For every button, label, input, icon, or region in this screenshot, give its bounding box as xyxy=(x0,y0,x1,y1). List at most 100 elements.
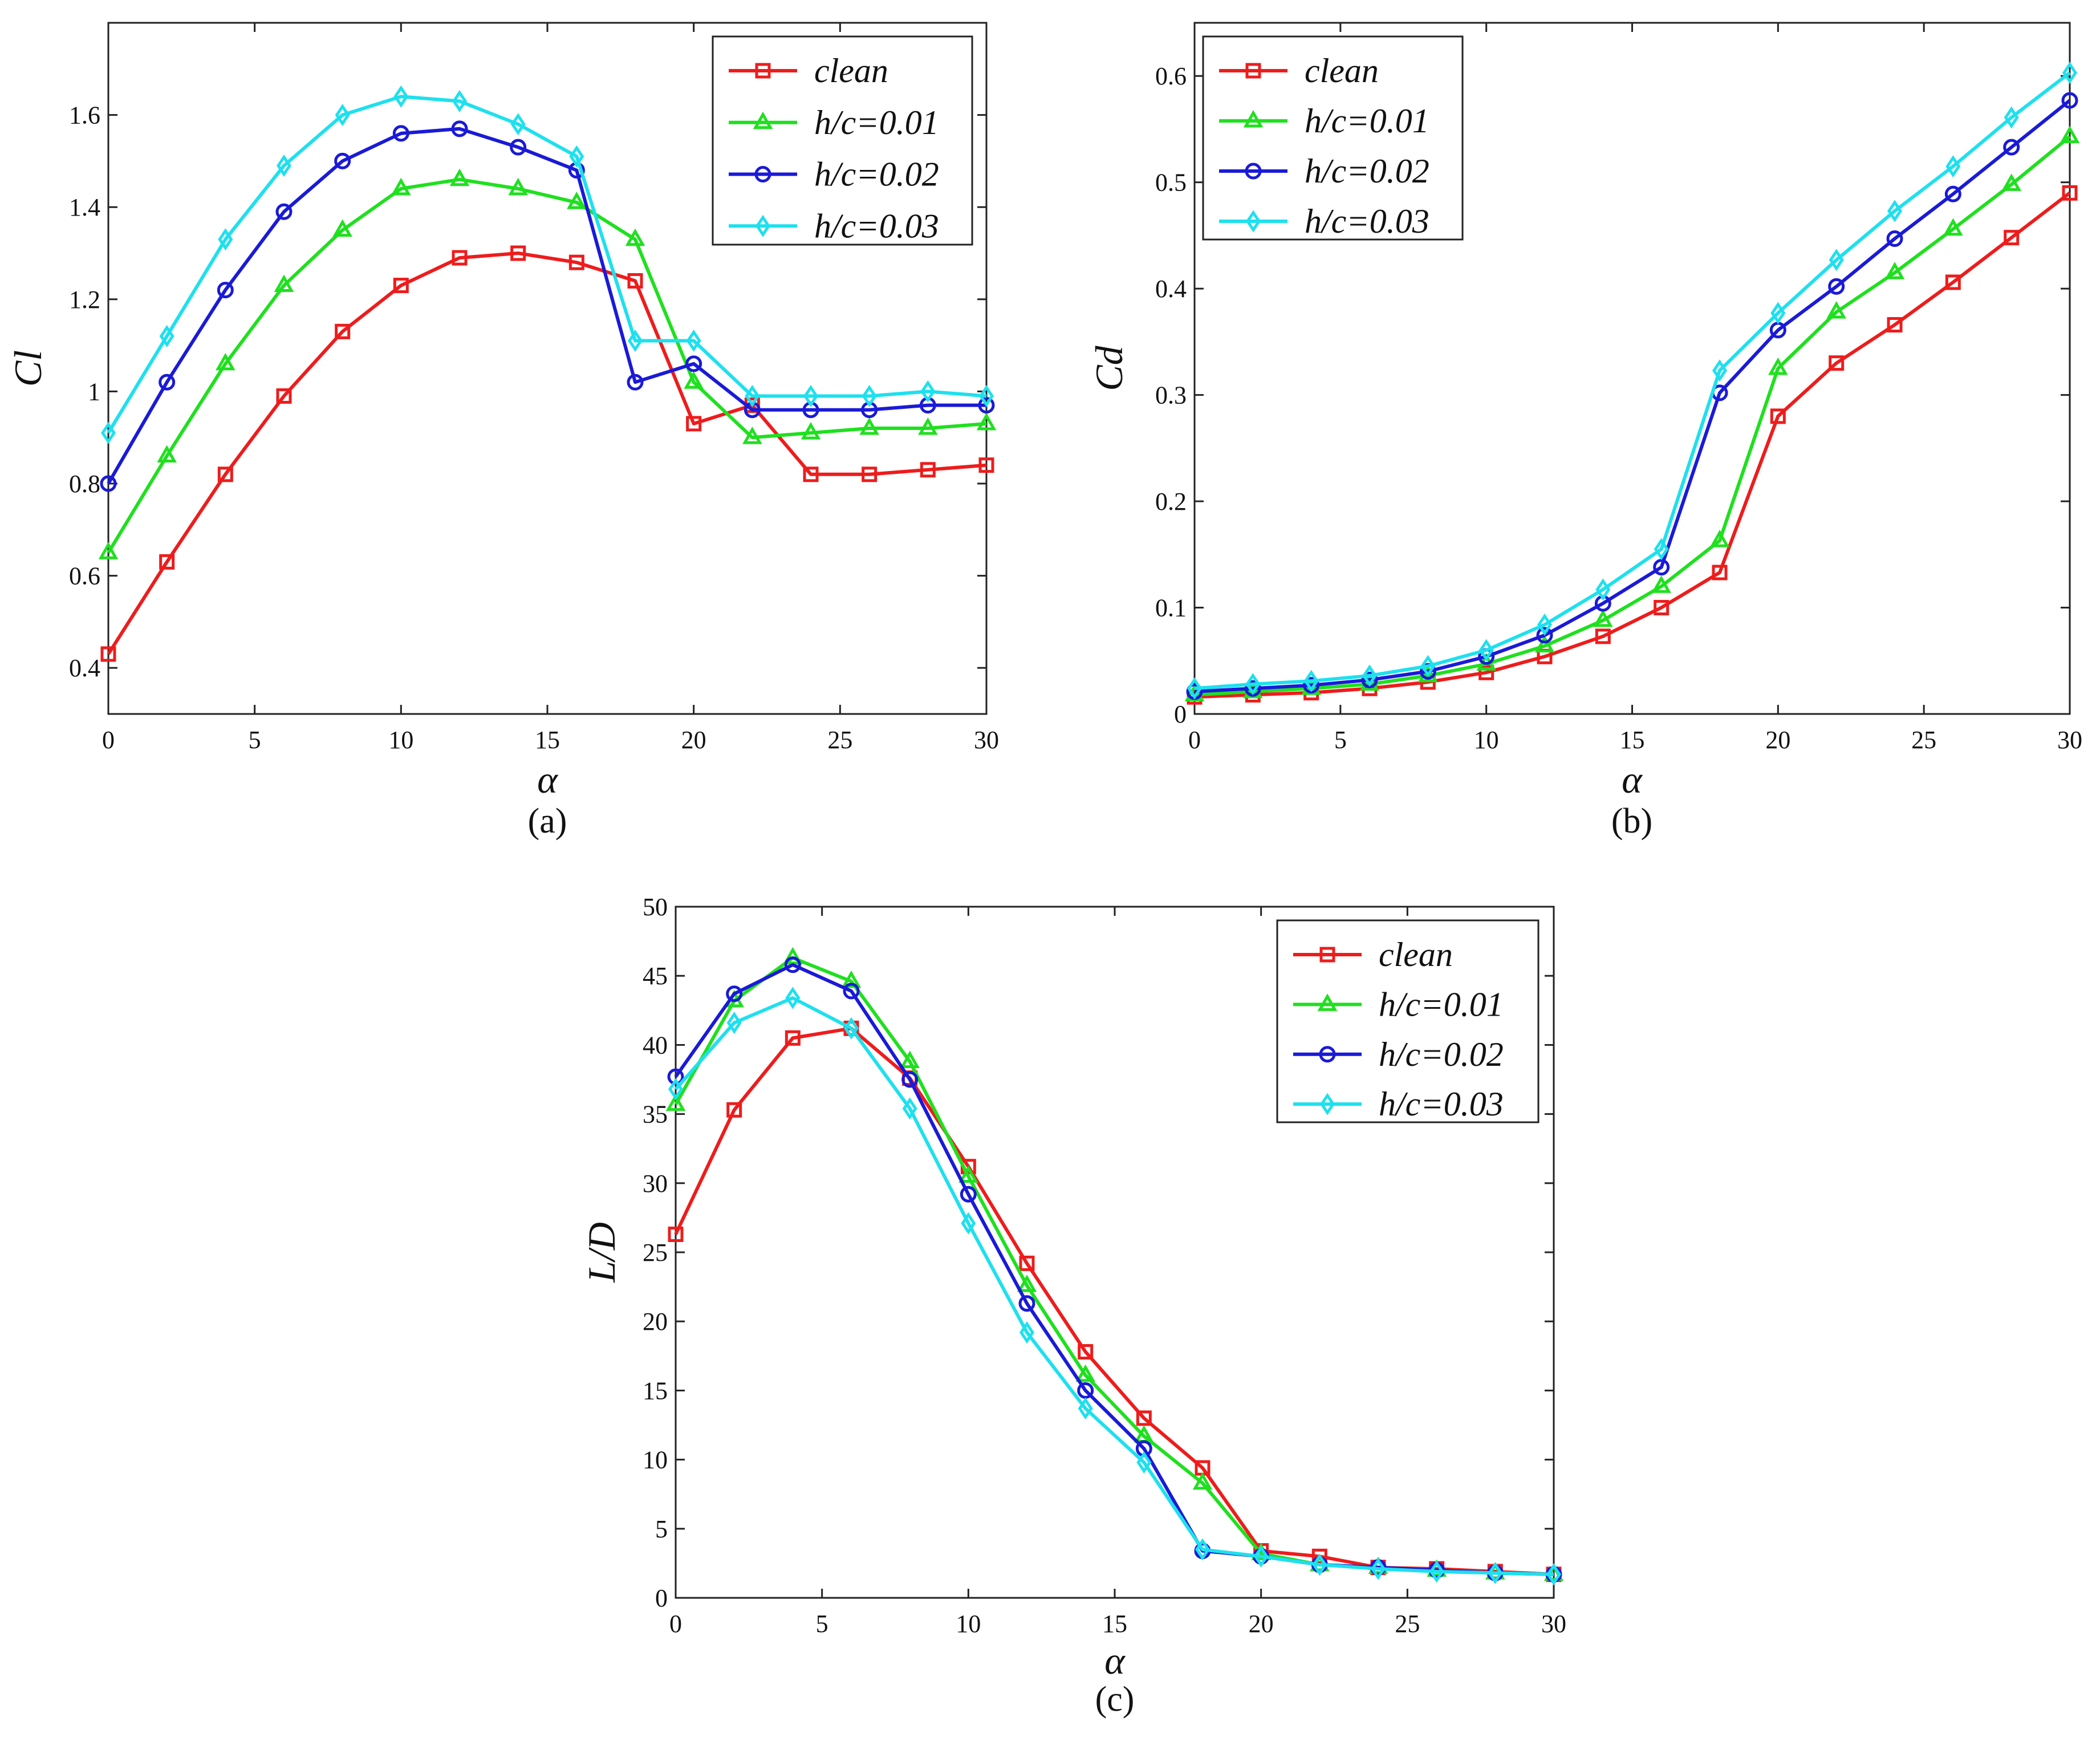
data-point-diamond xyxy=(1546,1563,1562,1586)
data-point-diamond xyxy=(1945,155,1961,178)
data-point-square xyxy=(217,466,233,482)
x-tick-label: 30 xyxy=(974,726,999,754)
data-point-circle xyxy=(510,139,527,156)
data-point-triangle xyxy=(2060,125,2080,144)
chart-marks: 0 5 10 15 20 25 30 0 5 10 15 20 25 30 35 40 45 50 clean h/c… xyxy=(643,893,1566,1638)
data-point-triangle xyxy=(216,352,235,371)
legend-marker-square xyxy=(1245,63,1261,79)
y-axis-label: L/D xyxy=(580,1222,623,1283)
x-tick-label: 15 xyxy=(1102,1610,1127,1638)
x-tick-label: 0 xyxy=(1188,726,1201,754)
data-point-triangle xyxy=(1884,262,1905,279)
y-tick-label: 1.4 xyxy=(69,193,100,221)
data-point-diamond xyxy=(1245,673,1261,696)
data-point-triangle xyxy=(958,1165,978,1183)
y-tick-label: 20 xyxy=(643,1308,668,1336)
y-tick-label: 0 xyxy=(655,1584,668,1612)
data-point-triangle xyxy=(1192,1472,1213,1490)
x-tick-label: 5 xyxy=(249,726,261,754)
data-point-diamond xyxy=(1429,1560,1444,1583)
data-point-diamond xyxy=(452,90,468,112)
data-point-triangle xyxy=(783,947,803,965)
y-tick-label: 0.4 xyxy=(69,654,100,682)
data-point-diamond xyxy=(1537,613,1553,636)
y-tick-label: 25 xyxy=(643,1239,668,1267)
data-point-square xyxy=(1945,274,1961,290)
data-point-triangle xyxy=(1826,301,1846,319)
series-line-h-c-0-01 xyxy=(1194,135,2071,697)
data-point-circle xyxy=(627,374,644,391)
data-point-triangle xyxy=(98,542,119,559)
data-point-circle xyxy=(843,983,860,1000)
y-tick-label: 0.3 xyxy=(1155,382,1187,409)
y-tick-label: 15 xyxy=(643,1377,668,1405)
data-point-diamond xyxy=(218,228,233,251)
data-point-circle xyxy=(1944,185,1961,202)
data-point-square xyxy=(627,273,643,289)
data-point-diamond xyxy=(668,1078,684,1101)
x-axis-label: α xyxy=(1104,1639,1126,1682)
legend-marker-triangle xyxy=(1317,993,1338,1011)
data-point-triangle xyxy=(332,219,352,237)
data-point-diamond xyxy=(803,384,819,407)
data-point-triangle xyxy=(684,371,704,389)
data-point-square xyxy=(726,1102,742,1118)
data-point-circle xyxy=(451,120,468,137)
y-tick-label: 50 xyxy=(643,893,668,921)
data-point-diamond xyxy=(510,113,526,136)
data-point-diamond xyxy=(1187,677,1203,700)
y-tick-label: 5 xyxy=(655,1515,668,1543)
data-point-diamond xyxy=(159,324,174,347)
legend-marker-square xyxy=(1319,947,1335,963)
data-point-square xyxy=(1019,1255,1035,1271)
data-point-diamond xyxy=(1019,1321,1035,1344)
data-point-circle xyxy=(1018,1295,1035,1312)
data-point-circle xyxy=(978,397,995,414)
data-point-circle xyxy=(159,374,176,391)
data-point-square xyxy=(568,254,584,270)
legend-label: h/c=0.02 xyxy=(814,156,939,193)
data-point-diamond xyxy=(1253,1545,1269,1568)
data-point-diamond xyxy=(978,384,994,407)
data-point-circle xyxy=(1536,627,1553,644)
y-tick-label: 1.6 xyxy=(69,102,100,129)
x-tick-label: 10 xyxy=(388,726,413,754)
data-point-triangle xyxy=(1017,1275,1037,1292)
data-point-triangle xyxy=(801,422,821,440)
legend: clean h/c=0.01 h/c=0.02 h/c=0.03 xyxy=(712,35,973,246)
data-point-circle xyxy=(334,152,351,169)
y-tick-label: 40 xyxy=(643,1031,668,1059)
data-point-diamond xyxy=(393,85,409,108)
data-point-circle xyxy=(784,956,801,973)
series-line-h-c-0-03 xyxy=(107,95,987,434)
data-point-square xyxy=(1478,664,1494,680)
data-point-diamond xyxy=(627,330,643,352)
data-point-square xyxy=(1712,565,1728,581)
legend: clean h/c=0.01 h/c=0.02 h/c=0.03 xyxy=(1202,35,1464,241)
data-point-diamond xyxy=(1078,1397,1093,1420)
data-point-diamond xyxy=(1887,200,1903,222)
data-point-triangle xyxy=(1943,218,1963,236)
data-point-square xyxy=(978,457,994,473)
x-tick-label: 20 xyxy=(1249,1610,1274,1638)
data-point-square xyxy=(452,250,468,266)
y-tick-label: 0.8 xyxy=(69,470,100,498)
data-point-diamond xyxy=(1829,249,1844,271)
series-line-h-c-0-02 xyxy=(1194,99,2071,693)
y-tick-label: 35 xyxy=(643,1101,668,1129)
legend-marker-circle xyxy=(1319,1046,1336,1063)
legend-marker-diamond xyxy=(755,214,771,237)
series-line-h-c-0-03 xyxy=(1194,71,2071,691)
legend-label: h/c=0.01 xyxy=(814,104,939,141)
legend-marker-triangle xyxy=(1243,109,1264,128)
data-point-diamond xyxy=(1312,1553,1327,1576)
y-tick-label: 1 xyxy=(88,378,100,405)
data-point-triangle xyxy=(1768,357,1788,375)
data-point-diamond xyxy=(785,987,801,1009)
data-point-triangle xyxy=(567,192,587,209)
data-point-square xyxy=(1078,1344,1094,1360)
data-point-triangle xyxy=(900,1050,920,1068)
data-point-square xyxy=(159,554,175,570)
data-point-square xyxy=(785,1030,801,1046)
data-point-diamond xyxy=(920,380,936,403)
